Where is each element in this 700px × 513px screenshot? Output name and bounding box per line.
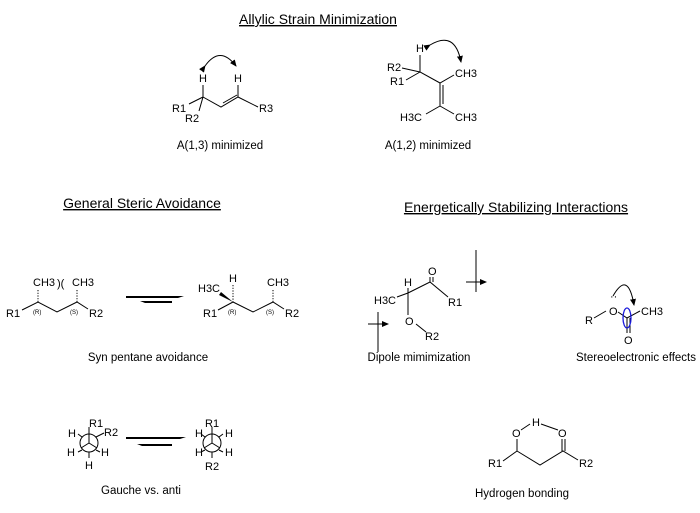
- atom-h: H: [195, 447, 203, 459]
- dipole-arrow-down-icon: [368, 312, 388, 352]
- atom-r1: R1: [89, 418, 103, 430]
- atom-r1: R1: [172, 103, 186, 115]
- atom-r2: R2: [89, 308, 103, 320]
- atom-h: H: [404, 277, 412, 289]
- hbond-structure: O H O R1 R2: [488, 417, 593, 470]
- atom-h: H: [532, 417, 540, 429]
- atom-h: H: [416, 43, 424, 55]
- dipole-caption: Dipole mimimization: [368, 352, 471, 364]
- atom-r2: R2: [285, 308, 299, 320]
- atom-h: H: [234, 73, 242, 85]
- atom-r2: R2: [425, 331, 439, 343]
- allylic-title: Allylic Strain Minimization: [239, 11, 397, 27]
- atom-h: H: [67, 447, 75, 459]
- wedge-bond: [219, 292, 233, 302]
- atom-h: H: [101, 447, 109, 459]
- atom-r2: R2: [579, 458, 593, 470]
- atom-o: O: [405, 316, 414, 328]
- atom-h: H: [68, 428, 76, 440]
- stereo-label-s: (S): [70, 310, 78, 316]
- stereo-label-r: (R): [33, 310, 41, 316]
- syn-pentane-left: CH3 CH3 )( R1 R2 (R) (S): [6, 277, 103, 320]
- atom-h: H: [225, 428, 233, 440]
- atom-h3c: H3C: [374, 295, 396, 307]
- dipole-structure: H O H3C R1 O R2: [368, 250, 486, 352]
- atom-ch3: CH3: [33, 277, 55, 289]
- syn-pentane-right: H3C H CH3 R1 R2 (R) (S): [198, 273, 299, 320]
- atom-h: H: [85, 460, 93, 472]
- syn-caption: Syn pentane avoidance: [88, 352, 208, 364]
- atom-ch3: CH3: [72, 277, 94, 289]
- atom-o: O: [512, 428, 521, 440]
- a13-caption: A(1,3) minimized: [177, 140, 263, 152]
- steric-clash-icon: )(: [57, 278, 65, 290]
- atom-r1: R1: [6, 308, 20, 320]
- atom-ch3: CH3: [641, 306, 663, 318]
- atom-r2: R2: [205, 461, 219, 473]
- a12-caption: A(1,2) minimized: [385, 140, 471, 152]
- atom-r1: R1: [205, 418, 219, 430]
- atom-r3: R3: [259, 103, 273, 115]
- stereo-caption: Stereoelectronic effects: [576, 352, 696, 364]
- stereoelectronic-structure: ·· R O CH3 O: [585, 284, 663, 347]
- atom-r: R: [585, 315, 593, 327]
- atom-o: O: [624, 335, 633, 347]
- steric-title: General Steric Avoidance: [63, 195, 221, 211]
- atom-h: H: [229, 273, 237, 285]
- atom-r2: R2: [104, 427, 118, 439]
- atom-r2: R2: [185, 113, 199, 125]
- atom-ch3: CH3: [455, 68, 477, 80]
- orbital-icon: [622, 307, 632, 329]
- atom-r1: R1: [488, 458, 502, 470]
- stereo-label-s: (S): [266, 310, 274, 316]
- atom-o: O: [609, 306, 618, 318]
- newman-anti: R1 H H H H R2: [195, 418, 233, 473]
- equilibrium-arrows-icon: [126, 437, 186, 446]
- stereo-label-r: (R): [228, 310, 236, 316]
- atom-h3c: H3C: [198, 283, 220, 295]
- atom-h: H: [195, 428, 203, 440]
- atom-r1: R1: [390, 76, 404, 88]
- lone-pair: ··: [610, 291, 617, 303]
- curved-arrow-icon: [612, 284, 636, 306]
- atom-h: H: [199, 73, 207, 85]
- atom-h: H: [225, 447, 233, 459]
- atom-r2: R2: [387, 62, 401, 74]
- newman-gauche: R1 R2 H H H H: [67, 418, 118, 472]
- curved-arrow-icon: [199, 55, 237, 73]
- dipole-arrow-up-icon: [466, 250, 486, 292]
- atom-r1: R1: [448, 297, 462, 309]
- equilibrium-arrows-icon: [126, 296, 184, 303]
- atom-o: O: [558, 428, 567, 440]
- gauche-caption: Gauche vs. anti: [101, 485, 181, 497]
- a13-structure: H H R1 R2 R3: [172, 55, 273, 125]
- a12-structure: H R2 R1 CH3 H3C CH3: [387, 39, 477, 124]
- curved-arrow-icon: [423, 39, 463, 63]
- atom-o: O: [428, 266, 437, 278]
- atom-h3c: H3C: [400, 112, 422, 124]
- stabilizing-title: Energetically Stabilizing Interactions: [404, 199, 628, 215]
- atom-r1: R1: [203, 308, 217, 320]
- hbond-caption: Hydrogen bonding: [475, 488, 569, 500]
- atom-ch3: CH3: [455, 112, 477, 124]
- atom-ch3: CH3: [267, 277, 289, 289]
